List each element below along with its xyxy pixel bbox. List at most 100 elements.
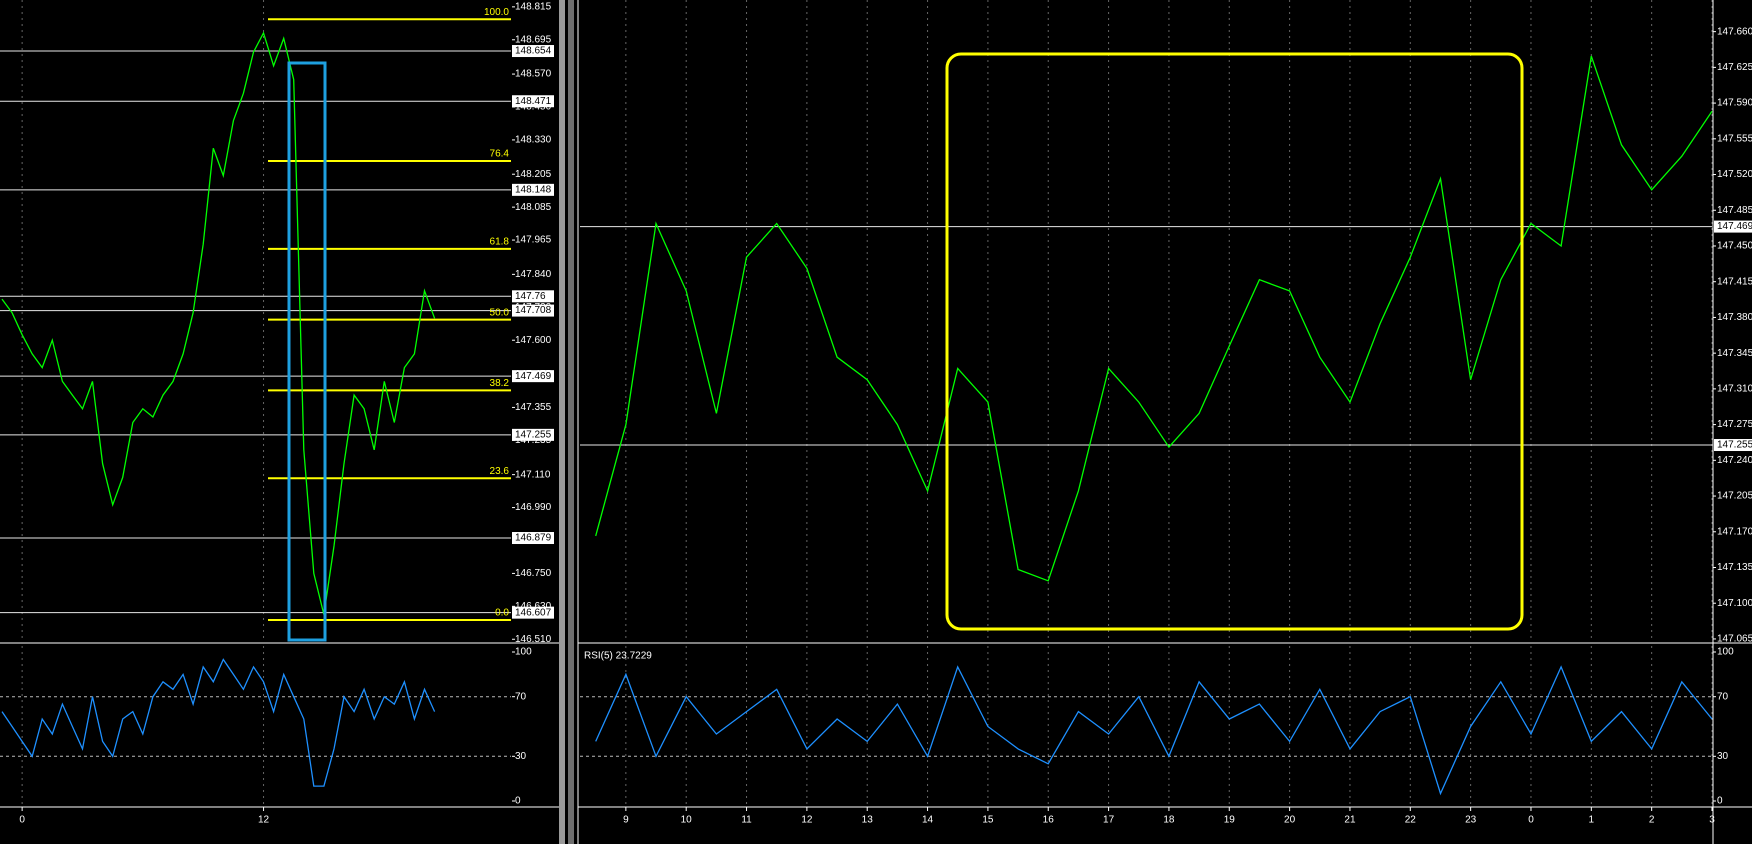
x-tick-label: 14	[922, 815, 934, 826]
level-label: 148.148	[515, 184, 552, 195]
fib-label: 61.8	[490, 236, 510, 247]
x-tick-label: 11	[741, 815, 752, 826]
price-line	[595, 55, 1713, 582]
fib-label: 23.6	[490, 466, 510, 477]
x-tick-label: 16	[1043, 815, 1055, 826]
level-label: 146.879	[515, 533, 552, 544]
splitter[interactable]	[559, 0, 565, 844]
x-tick-label: 2	[1649, 815, 1655, 826]
fib-label: 76.4	[490, 149, 510, 160]
level-label-box	[1714, 220, 1752, 233]
y-tick-label: 70	[1717, 691, 1729, 702]
level-label: 147.469	[515, 371, 552, 382]
x-tick-label: 23	[1465, 815, 1477, 826]
y-tick-label: 147.415	[1717, 276, 1752, 287]
level-label-box	[512, 290, 554, 303]
y-tick-label: 147.345	[1717, 348, 1752, 359]
level-label-box	[1714, 439, 1752, 452]
y-tick-label: 148.085	[515, 202, 552, 213]
level-label-box	[512, 183, 554, 196]
level-label: 147.76	[515, 291, 546, 302]
y-tick-label: 147.660	[1717, 26, 1752, 37]
y-tick-label: 147.205	[1717, 491, 1752, 502]
y-tick-label: 147.275	[1717, 419, 1752, 430]
level-label: 147.255	[515, 429, 552, 440]
x-tick-label: 0	[19, 815, 25, 826]
y-tick-label: 147.135	[1717, 562, 1752, 573]
x-tick-label: 1	[1589, 815, 1595, 826]
level-label: 147.255	[1717, 440, 1752, 451]
y-tick-label: 30	[1717, 751, 1729, 762]
y-tick-label: 0	[515, 796, 521, 807]
x-tick-label: 22	[1405, 815, 1417, 826]
x-tick-label: 17	[1103, 815, 1115, 826]
y-tick-label: 30	[515, 751, 527, 762]
y-tick-label: 146.630	[515, 601, 552, 612]
y-tick-label: 147.520	[1717, 169, 1752, 180]
y-tick-label: 148.815	[515, 1, 552, 12]
x-tick-label: 19	[1224, 815, 1236, 826]
fib-label: 100.0	[484, 7, 509, 18]
fib-label: 38.2	[490, 378, 510, 389]
y-tick-label: 147.590	[1717, 98, 1752, 109]
plot-layer: 148.815148.695148.570148.450148.330148.2…	[0, 0, 1752, 826]
level-label: 148.654	[515, 46, 552, 57]
y-tick-label: 147.100	[1717, 598, 1752, 609]
price-line	[1, 658, 436, 787]
y-tick-label: 147.355	[515, 402, 552, 413]
level-label-box	[512, 95, 554, 108]
fib-label: 50.0	[490, 307, 510, 318]
x-tick-label: 15	[982, 815, 994, 826]
y-tick-label: 148.695	[515, 34, 552, 45]
x-tick-label: 10	[681, 815, 693, 826]
y-tick-label: 147.240	[1717, 455, 1752, 466]
y-tick-label: 147.555	[1717, 133, 1752, 144]
x-tick-label: 3	[1709, 815, 1715, 826]
y-tick-label: 147.110	[515, 469, 551, 480]
x-tick-label: 12	[801, 815, 813, 826]
y-tick-label: 147.380	[1717, 312, 1752, 323]
level-label-box	[512, 304, 554, 317]
y-tick-label: 147.065	[1717, 634, 1752, 645]
x-tick-label: 21	[1344, 815, 1356, 826]
y-tick-label: 148.205	[515, 169, 552, 180]
y-tick-label: 146.510	[515, 634, 552, 645]
y-tick-label: 146.750	[515, 568, 552, 579]
level-label-box	[512, 45, 554, 58]
y-tick-label: 100	[1717, 647, 1734, 658]
x-tick-label: 0	[1528, 815, 1534, 826]
level-label: 148.471	[515, 96, 552, 107]
x-tick-label: 18	[1163, 815, 1175, 826]
y-tick-label: 70	[515, 691, 527, 702]
splitter[interactable]	[568, 0, 574, 844]
y-tick-label: 147.625	[1717, 62, 1752, 73]
y-tick-label: 147.600	[515, 335, 552, 346]
level-label-box	[512, 370, 554, 383]
level-label-box	[512, 428, 554, 441]
level-label-box	[512, 606, 554, 619]
y-tick-label: 147.170	[1717, 526, 1752, 537]
level-label-box	[512, 532, 554, 545]
y-tick-label: 146.990	[515, 502, 552, 513]
x-tick-label: 9	[623, 815, 629, 826]
y-tick-label: 147.965	[515, 235, 552, 246]
highlight-box[interactable]	[287, 61, 327, 642]
x-tick-label: 12	[258, 815, 270, 826]
price-line	[1, 31, 436, 615]
price-line	[595, 665, 1713, 796]
level-label: 147.469	[1717, 221, 1752, 232]
fib-label: 0.0	[495, 608, 509, 619]
x-tick-label: 20	[1284, 815, 1296, 826]
level-label: 146.607	[515, 607, 552, 618]
y-tick-label: 0	[1717, 796, 1723, 807]
level-label: 147.708	[515, 305, 552, 316]
y-tick-label: 148.570	[515, 69, 552, 80]
y-tick-label: 147.310	[1717, 384, 1752, 395]
indicator-title: RSI(5) 23.7229	[584, 651, 652, 662]
y-tick-label: 147.485	[1717, 205, 1752, 216]
highlight-box[interactable]	[945, 52, 1524, 631]
x-tick-label: 13	[862, 815, 874, 826]
y-tick-label: 148.330	[515, 135, 552, 146]
